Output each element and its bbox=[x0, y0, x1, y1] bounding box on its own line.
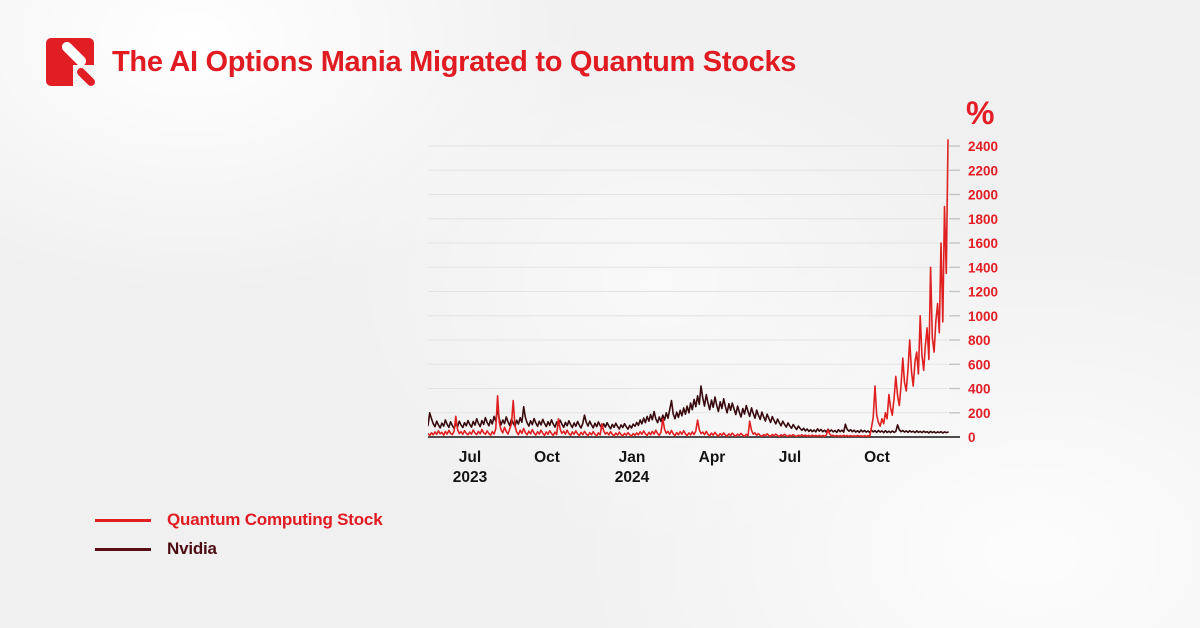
logo-diagonal-bar bbox=[59, 39, 89, 69]
x-axis-label-3: Apr bbox=[699, 449, 726, 466]
legend-item-quantum: Quantum Computing Stock bbox=[95, 510, 383, 530]
page-title: The AI Options Mania Migrated to Quantum… bbox=[112, 45, 797, 78]
y-axis-label-800: 800 bbox=[968, 333, 991, 348]
legend-label-quantum: Quantum Computing Stock bbox=[167, 510, 383, 529]
y-axis-label-400: 400 bbox=[968, 382, 991, 397]
x-axis-year-2023: 2023 bbox=[453, 469, 488, 486]
chart-legend: Quantum Computing Stock Nvidia bbox=[95, 510, 383, 559]
x-axis-year-2024: 2024 bbox=[615, 469, 650, 486]
y-axis-label-2000: 2000 bbox=[968, 188, 998, 203]
y-axis-label-1800: 1800 bbox=[968, 212, 998, 227]
y-axis-label-200: 200 bbox=[968, 406, 991, 421]
x-axis-label-0: Jul bbox=[459, 449, 481, 466]
x-axis-label-2: Jan bbox=[619, 449, 646, 466]
y-axis-unit-percent: % bbox=[966, 100, 994, 131]
y-axis-label-1400: 1400 bbox=[968, 260, 998, 275]
y-axis-label-1200: 1200 bbox=[968, 285, 998, 300]
y-axis-label-1000: 1000 bbox=[968, 309, 998, 324]
chart-canvas: 0 200 400 600 800 1000 1200 1400 1600 1800 2000 220… bbox=[427, 95, 998, 486]
header: The AI Options Mania Migrated to Quantum… bbox=[46, 38, 797, 88]
y-axis-label-2200: 2200 bbox=[968, 163, 998, 178]
y-axis-label-2400: 2400 bbox=[968, 139, 998, 154]
quantum-stock-line bbox=[427, 139, 949, 438]
y-axis-label-0: 0 bbox=[968, 430, 976, 445]
chart-area: 0 200 400 600 800 1000 1200 1400 1600 1800 2000 220… bbox=[427, 95, 1008, 495]
y-axis-label-600: 600 bbox=[968, 357, 991, 372]
nvidia-line-swatch bbox=[95, 547, 151, 551]
x-axis-label-5: Oct bbox=[864, 449, 890, 466]
x-axis-label-4: Jul bbox=[779, 449, 801, 466]
x-axis-label-1: Oct bbox=[534, 449, 560, 466]
legend-item-nvidia: Nvidia bbox=[95, 539, 382, 559]
brand-logo-icon bbox=[46, 38, 97, 88]
nvidia-line bbox=[427, 385, 949, 434]
quantum-line-swatch bbox=[95, 518, 151, 522]
legend-label-nvidia: Nvidia bbox=[167, 539, 217, 558]
y-axis-label-1600: 1600 bbox=[968, 236, 998, 251]
